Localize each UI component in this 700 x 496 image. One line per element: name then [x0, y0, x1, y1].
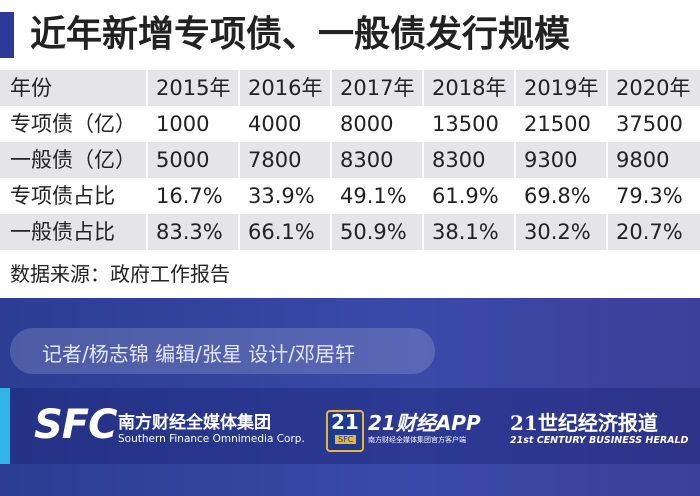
footer-background: [0, 298, 700, 496]
table-cell: 8300: [332, 142, 424, 178]
table-cell: 16.7%: [148, 178, 240, 214]
row-label: 一般债（亿）: [0, 142, 148, 178]
table-cell: 30.2%: [516, 214, 608, 250]
logo-badge-box: [326, 410, 364, 452]
header-cell: 2019年: [516, 70, 608, 106]
table-cell: 79.3%: [616, 184, 683, 208]
logo-mark: 21: [331, 410, 359, 434]
header-cell: 2015年: [148, 70, 240, 106]
logo-name: 21世纪经济报道: [510, 411, 658, 435]
logo-name: 南方财经全媒体集团: [118, 413, 271, 433]
table-cell: 1000: [148, 106, 240, 142]
row-label: 一般债占比: [0, 214, 148, 250]
table-cell: 7800: [240, 142, 332, 178]
table-cell: 5000: [148, 142, 240, 178]
header-cell: 年份: [0, 70, 148, 106]
logo-badge: SFC: [335, 435, 357, 444]
logo-subtitle: Southern Finance Omnimedia Corp.: [118, 433, 305, 445]
table-row: 一般债占比 83.3% 66.1% 50.9% 38.1% 30.2% 20.7%: [0, 214, 700, 250]
header-row: 年份 2015年 2016年 2017年 2018年 2019年 2020年: [0, 70, 700, 106]
table-row: 一般债（亿） 5000 7800 8300 8300 9300 9800: [0, 142, 700, 178]
logo-accent: [0, 388, 10, 464]
source: 数据来源：政府工作报告: [10, 262, 230, 286]
table-cell: 37500: [616, 112, 683, 136]
table-cell: 33.9%: [240, 178, 332, 214]
title: 近年新增专项债、一般债发行规模: [30, 14, 571, 55]
row-label: 专项债（亿）: [0, 106, 148, 142]
table-cell: 13500: [424, 106, 516, 142]
header-cell: 2017年: [332, 70, 424, 106]
logo-subtitle: 21st CENTURY BUSINESS HERALD: [510, 435, 689, 446]
header-cell: 2016年: [240, 70, 332, 106]
credits-pill: [10, 328, 435, 374]
table-cell: 20.7%: [608, 214, 700, 250]
table-cell: 83.3%: [148, 214, 240, 250]
header-cell: 2020年: [608, 70, 700, 106]
logo-mark: SFC: [34, 402, 117, 448]
table-cell: 9300: [516, 142, 608, 178]
credits: 记者/杨志锦 编辑/张星 设计/邓居轩: [42, 342, 355, 366]
table-cell: 21500: [516, 106, 608, 142]
logo-name: 21财经APP: [368, 411, 481, 435]
title-accent: [0, 12, 14, 58]
table-cell: 61.9%: [424, 178, 516, 214]
table-cell: 38.1%: [424, 214, 516, 250]
table-cell: 8300: [424, 142, 516, 178]
table-row: 专项债（亿） 1000 4000 8000 13500 21500 37500: [0, 106, 700, 142]
table: 年份 2015年 2016年 2017年 2018年 2019年 2020年 专项债（亿） 10…: [0, 70, 700, 250]
row-label: 专项债占比: [0, 178, 148, 214]
table-cell: 66.1%: [240, 214, 332, 250]
table-cell: 49.1%: [332, 178, 424, 214]
table-row: 专项债占比 16.7% 33.9% 49.1% 61.9% 69.8% 79.3%: [0, 178, 700, 214]
table-cell: 9800: [608, 142, 700, 178]
table-cell: 8000: [332, 106, 424, 142]
logo-subtitle: 南方财经全媒体集团官方客户端: [368, 436, 466, 444]
header-cell: 2018年: [424, 70, 516, 106]
table-cell: 69.8%: [516, 178, 608, 214]
table-cell: 4000: [240, 106, 332, 142]
table-cell: 50.9%: [332, 214, 424, 250]
